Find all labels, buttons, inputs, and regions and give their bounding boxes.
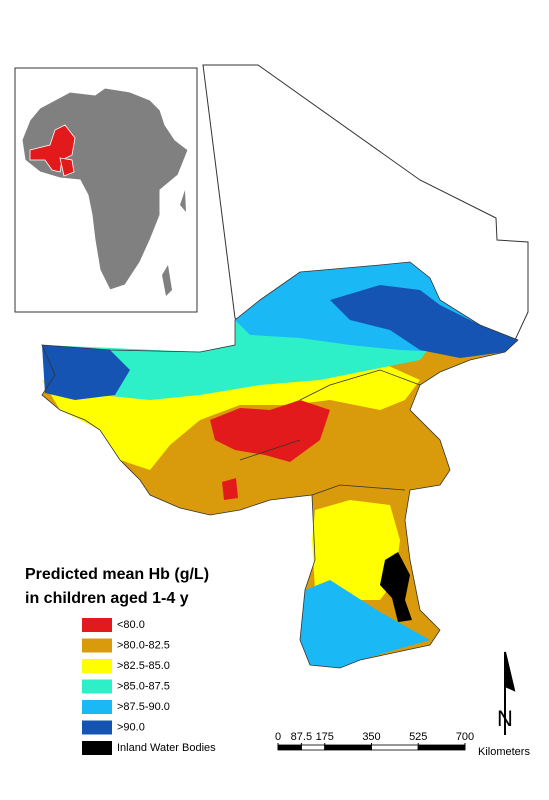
scale-segment: [277, 744, 302, 751]
legend-label: >90.0: [117, 721, 145, 733]
scale-bar: 0 87.5 175 350 525 700 Kilometers: [275, 731, 531, 758]
scale-label: 525: [409, 731, 427, 743]
scale-label: 87.5: [291, 731, 312, 743]
scale-label: 0: [275, 731, 281, 743]
legend-title: Predicted mean Hb (g/L): [25, 566, 209, 583]
inset-ghana: [59, 157, 75, 177]
scale-segment: [417, 744, 466, 751]
zone-over-90: [42, 345, 130, 400]
legend-swatch: [82, 659, 112, 673]
legend-label: >85.0-87.5: [117, 680, 170, 692]
scale-segment: [300, 744, 326, 751]
legend-swatch: [82, 741, 112, 755]
legend-label: <80.0: [117, 619, 145, 631]
scale-unit: Kilometers: [478, 746, 530, 758]
north-arrow: [504, 651, 516, 735]
legend-swatch: [82, 700, 112, 714]
zone-under-80: [222, 478, 238, 500]
legend-swatch: [82, 679, 112, 694]
scale-segment: [371, 744, 419, 751]
inset-mali: [29, 124, 76, 173]
legend-label: >80.0-82.5: [117, 639, 170, 651]
scale-label: 175: [316, 731, 334, 743]
legend: <80.0 >80.0-82.5 >82.5-85.0 >85.0-87.5 >87.5…: [82, 618, 216, 755]
legend-swatch: [82, 720, 112, 735]
zone-82-85: [312, 500, 400, 600]
country-borders: [41, 261, 519, 669]
legend-swatch: [82, 618, 112, 632]
scale-label: 700: [456, 731, 474, 743]
inland-water: [380, 552, 412, 622]
scale-label: 350: [362, 731, 380, 743]
legend-title: in children aged 1-4 y: [25, 590, 189, 607]
legend-label: Inland Water Bodies: [117, 742, 216, 754]
legend-label: >87.5-90.0: [117, 701, 170, 713]
zone-under-80: [210, 400, 330, 462]
inset-madagascar: [162, 190, 186, 296]
legend-label: >82.5-85.0: [117, 660, 170, 672]
legend-swatch: [82, 638, 112, 653]
scale-segment: [324, 744, 372, 751]
north-label: N: [497, 706, 513, 731]
zone-over-90: [330, 285, 518, 358]
zone-87-90: [300, 580, 430, 668]
